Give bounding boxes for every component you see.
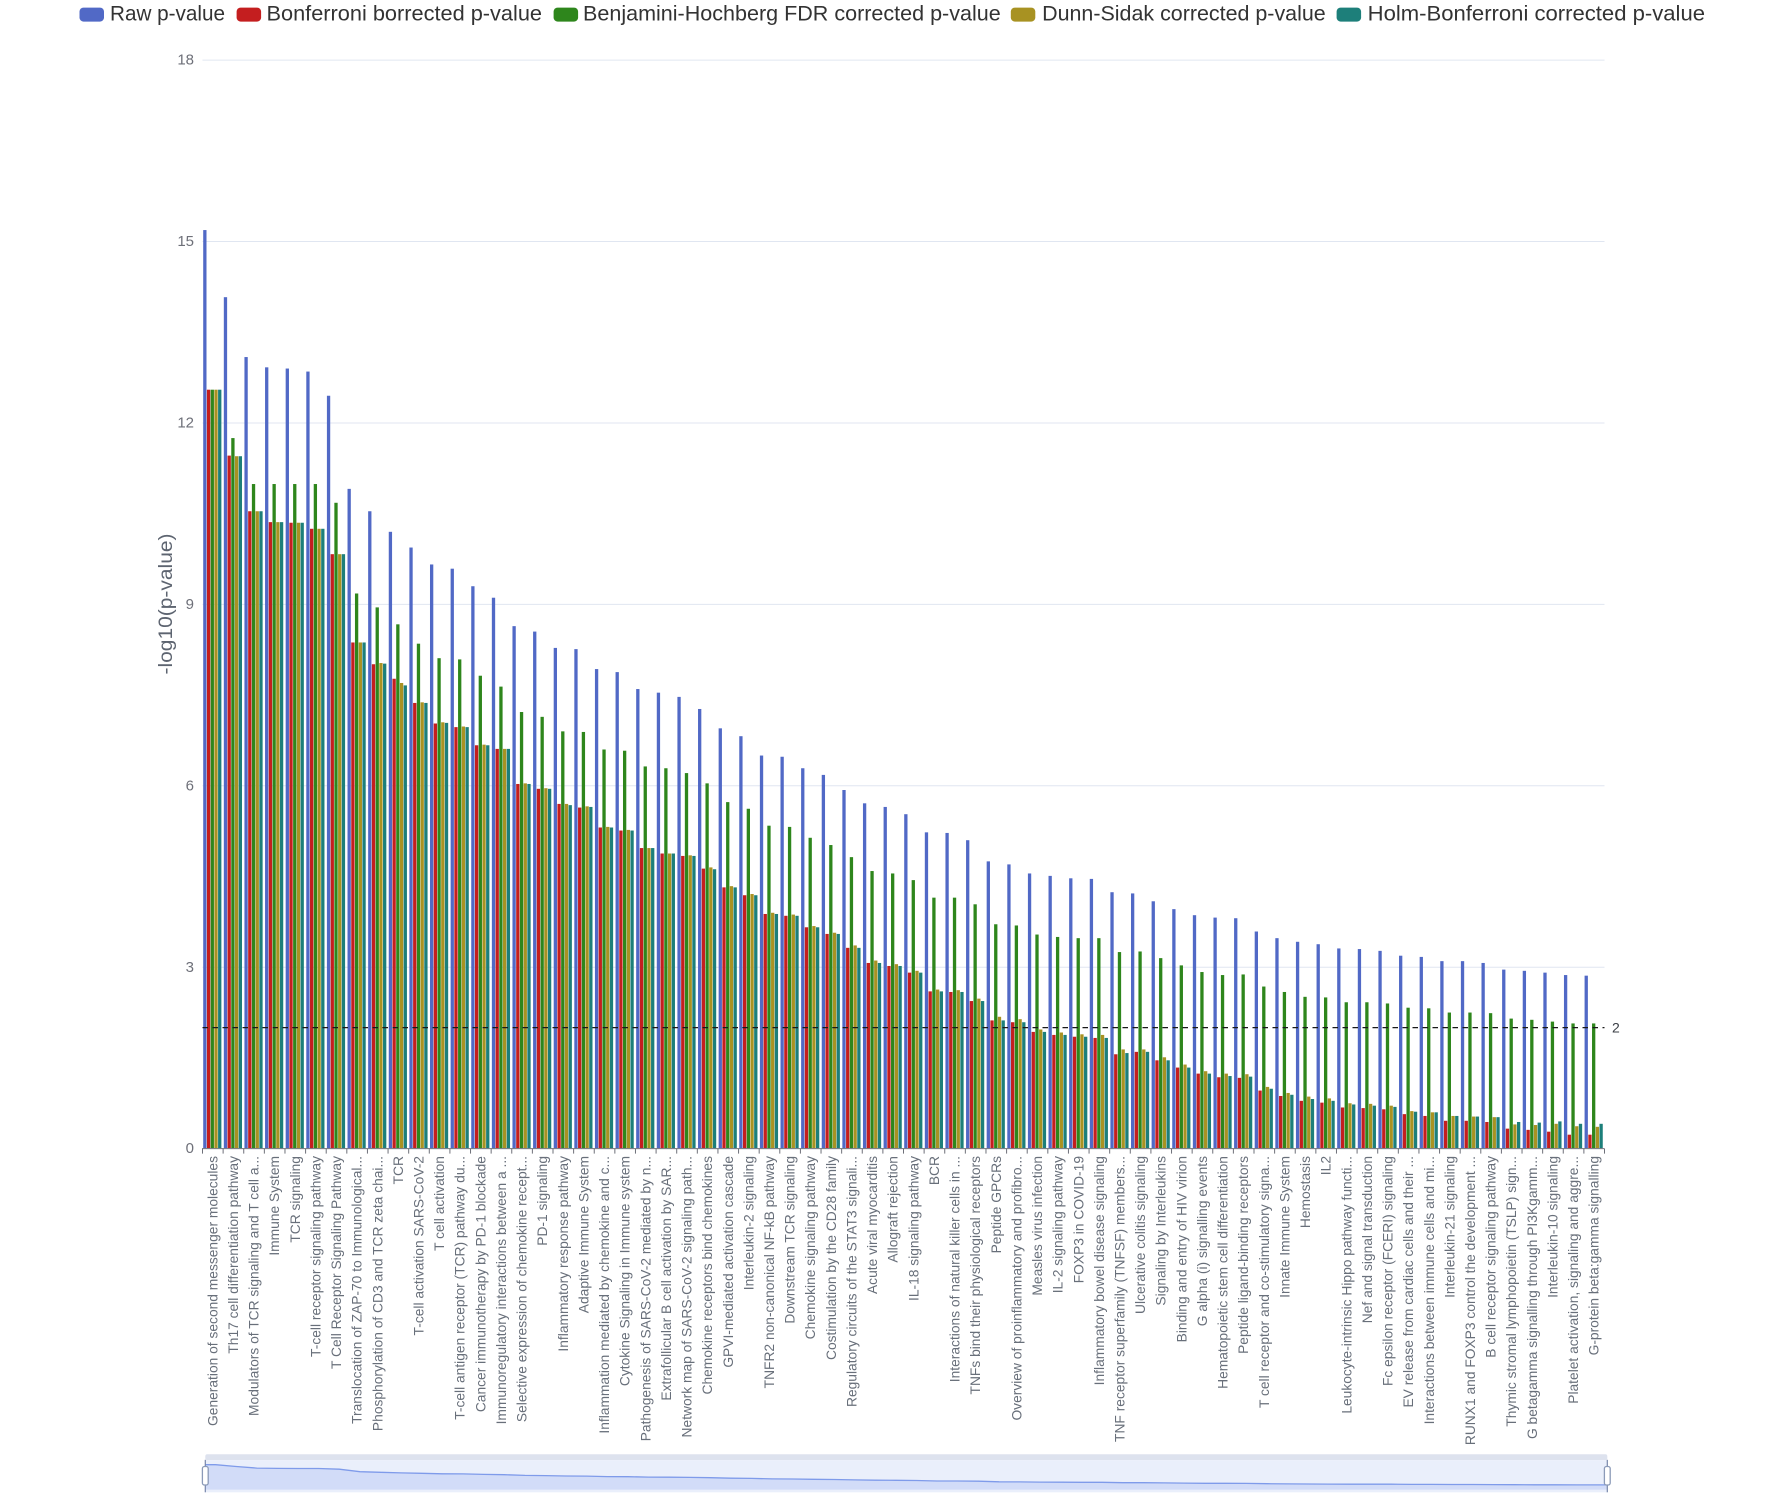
svg-text:T-cell receptor signaling path: T-cell receptor signaling pathway bbox=[308, 1156, 323, 1357]
svg-text:Interleukin-21 signaling: Interleukin-21 signaling bbox=[1442, 1156, 1457, 1298]
svg-text:EV release from cardiac cells: EV release from cardiac cells and their … bbox=[1401, 1156, 1416, 1408]
svg-text:Generation of second messenger: Generation of second messenger molecules bbox=[205, 1156, 220, 1426]
svg-text:Benjamini-Hochberg FDR correct: Benjamini-Hochberg FDR corrected p-value bbox=[583, 3, 1001, 26]
svg-text:Holm-Bonferroni corrected p-va: Holm-Bonferroni corrected p-value bbox=[1368, 3, 1705, 26]
svg-text:2: 2 bbox=[1612, 1019, 1620, 1035]
svg-text:Immunoregulatory interactions: Immunoregulatory interactions between a … bbox=[494, 1156, 509, 1424]
svg-text:Immune System: Immune System bbox=[267, 1156, 282, 1256]
svg-text:3: 3 bbox=[186, 959, 194, 976]
svg-text:Phosphorylation of CD3 and TCR: Phosphorylation of CD3 and TCR zeta chai… bbox=[370, 1156, 385, 1431]
svg-text:Downstream TCR signaling: Downstream TCR signaling bbox=[783, 1156, 798, 1324]
svg-text:Measles virus infection: Measles virus infection bbox=[1030, 1156, 1045, 1296]
svg-text:Regulatory circuits of the STA: Regulatory circuits of the STAT3 signali… bbox=[844, 1156, 859, 1407]
svg-text:Dunn-Sidak corrected p-value: Dunn-Sidak corrected p-value bbox=[1042, 3, 1326, 26]
svg-text:Fc epsilon receptor (FCERI) si: Fc epsilon receptor (FCERI) signaling bbox=[1381, 1156, 1396, 1386]
svg-text:Modulators of TCR signaling an: Modulators of TCR signaling and T cell a… bbox=[247, 1156, 262, 1416]
svg-text:-log10(p-value): -log10(p-value) bbox=[156, 534, 177, 675]
svg-text:T cell activation: T cell activation bbox=[432, 1156, 447, 1251]
svg-text:Chemokine signaling pathway: Chemokine signaling pathway bbox=[803, 1156, 818, 1339]
svg-text:TCR: TCR bbox=[391, 1156, 406, 1184]
svg-text:Interleukin-2 signaling: Interleukin-2 signaling bbox=[741, 1156, 756, 1290]
svg-text:Interleukin-10 signaling: Interleukin-10 signaling bbox=[1545, 1156, 1560, 1298]
svg-text:T cell receptor and co-stimula: T cell receptor and co-stimulatory signa… bbox=[1257, 1156, 1272, 1408]
svg-text:Leukocyte-intrinsic Hippo path: Leukocyte-intrinsic Hippo pathway functi… bbox=[1339, 1156, 1354, 1414]
svg-text:PD-1 signaling: PD-1 signaling bbox=[535, 1156, 550, 1246]
svg-text:18: 18 bbox=[177, 52, 194, 69]
svg-text:Innate Immune System: Innate Immune System bbox=[1277, 1156, 1292, 1298]
svg-text:Extrafollicular B cell activat: Extrafollicular B cell activation by SAR… bbox=[659, 1156, 674, 1401]
svg-text:T-cell antigen receptor (TCR): T-cell antigen receptor (TCR) pathway du… bbox=[453, 1156, 468, 1420]
svg-text:Costimulation by the CD28 fami: Costimulation by the CD28 family bbox=[824, 1156, 839, 1360]
svg-text:RUNX1 and FOXP3 control the de: RUNX1 and FOXP3 control the development … bbox=[1463, 1156, 1478, 1445]
svg-text:Inflammation mediated by chemo: Inflammation mediated by chemokine and c… bbox=[597, 1156, 612, 1434]
svg-text:IL2: IL2 bbox=[1319, 1156, 1334, 1175]
svg-text:T Cell Receptor Signaling Path: T Cell Receptor Signaling Pathway bbox=[329, 1156, 344, 1369]
svg-text:G-protein beta:gamma signallin: G-protein beta:gamma signalling bbox=[1587, 1156, 1602, 1355]
svg-text:Overview of proinflammatory an: Overview of proinflammatory and profibro… bbox=[1009, 1156, 1024, 1421]
svg-text:Allograft rejection: Allograft rejection bbox=[886, 1156, 901, 1263]
svg-text:T-cell activation SARS-CoV-2: T-cell activation SARS-CoV-2 bbox=[411, 1156, 426, 1335]
svg-text:6: 6 bbox=[186, 777, 194, 794]
svg-text:Cancer immunotherapy by PD-1 b: Cancer immunotherapy by PD-1 blockade bbox=[473, 1156, 488, 1412]
svg-text:TNFR2 non-canonical NF-kB path: TNFR2 non-canonical NF-kB pathway bbox=[762, 1156, 777, 1388]
svg-text:0: 0 bbox=[186, 1140, 194, 1157]
svg-text:Pathogenesis of SARS-CoV-2 med: Pathogenesis of SARS-CoV-2 mediated by n… bbox=[638, 1156, 653, 1441]
svg-text:Inflammatory bowel disease sig: Inflammatory bowel disease signaling bbox=[1092, 1156, 1107, 1385]
svg-text:Inflammatory response pathway: Inflammatory response pathway bbox=[556, 1156, 571, 1352]
svg-text:TNF receptor superfamily (TNFS: TNF receptor superfamily (TNFSF) members… bbox=[1112, 1156, 1127, 1442]
svg-text:Peptide ligand-binding recepto: Peptide ligand-binding receptors bbox=[1236, 1156, 1251, 1354]
svg-text:Bonferroni borrected p-value: Bonferroni borrected p-value bbox=[267, 3, 543, 26]
svg-text:Translocation of ZAP-70 to Imm: Translocation of ZAP-70 to Immunological… bbox=[350, 1156, 365, 1424]
svg-text:Selective expression of chemok: Selective expression of chemokine recept… bbox=[515, 1156, 530, 1422]
svg-text:Chemokine receptors bind chemo: Chemokine receptors bind chemokines bbox=[700, 1156, 715, 1395]
svg-text:12: 12 bbox=[177, 415, 194, 432]
svg-text:BCR: BCR bbox=[927, 1156, 942, 1185]
svg-text:TNFs bind their physiological: TNFs bind their physiological receptors bbox=[968, 1156, 983, 1395]
svg-text:Peptide GPCRs: Peptide GPCRs bbox=[989, 1156, 1004, 1253]
svg-text:IL-18 signaling pathway: IL-18 signaling pathway bbox=[906, 1156, 921, 1301]
svg-text:G alpha (i) signalling events: G alpha (i) signalling events bbox=[1195, 1156, 1210, 1326]
svg-text:Raw p-value: Raw p-value bbox=[110, 3, 225, 26]
svg-text:TCR signaling: TCR signaling bbox=[288, 1156, 303, 1243]
svg-text:Interactions of natural killer: Interactions of natural killer cells in … bbox=[948, 1156, 963, 1382]
svg-text:Signaling by Interleukins: Signaling by Interleukins bbox=[1154, 1156, 1169, 1306]
svg-text:G betagamma signalling through: G betagamma signalling through PI3Kgamm.… bbox=[1525, 1156, 1540, 1439]
svg-text:Nef and signal transduction: Nef and signal transduction bbox=[1360, 1156, 1375, 1323]
svg-text:Network map of SARS-CoV-2 sign: Network map of SARS-CoV-2 signaling path… bbox=[680, 1156, 695, 1437]
svg-text:Hemostasis: Hemostasis bbox=[1298, 1156, 1313, 1228]
svg-text:IL-2 signaling pathway: IL-2 signaling pathway bbox=[1051, 1156, 1066, 1293]
svg-text:Adaptive Immune System: Adaptive Immune System bbox=[576, 1156, 591, 1313]
svg-text:15: 15 bbox=[177, 233, 194, 250]
svg-text:Interactions between immune ce: Interactions between immune cells and mi… bbox=[1422, 1156, 1437, 1424]
svg-text:FOXP3 in COVID-19: FOXP3 in COVID-19 bbox=[1071, 1156, 1086, 1284]
svg-text:Cytokine Signaling in Immune s: Cytokine Signaling in Immune system bbox=[618, 1156, 633, 1386]
svg-text:Hematopoietic stem cell differ: Hematopoietic stem cell differentiation bbox=[1216, 1156, 1231, 1389]
svg-text:GPVI-mediated activation casca: GPVI-mediated activation cascade bbox=[721, 1156, 736, 1368]
svg-text:Ulcerative colitis signaling: Ulcerative colitis signaling bbox=[1133, 1156, 1148, 1314]
svg-text:9: 9 bbox=[186, 596, 194, 613]
svg-text:B cell receptor signaling path: B cell receptor signaling pathway bbox=[1484, 1156, 1499, 1358]
svg-text:Th17 cell differentiation path: Th17 cell differentiation pathway bbox=[226, 1156, 241, 1354]
svg-text:Platelet activation, signaling: Platelet activation, signaling and aggre… bbox=[1566, 1156, 1581, 1404]
svg-text:Binding and entry of HIV virio: Binding and entry of HIV virion bbox=[1174, 1156, 1189, 1342]
svg-text:Acute viral myocarditis: Acute viral myocarditis bbox=[865, 1156, 880, 1294]
svg-text:Thymic stromal lymphopoietin (: Thymic stromal lymphopoietin (TSLP) sign… bbox=[1504, 1156, 1519, 1427]
